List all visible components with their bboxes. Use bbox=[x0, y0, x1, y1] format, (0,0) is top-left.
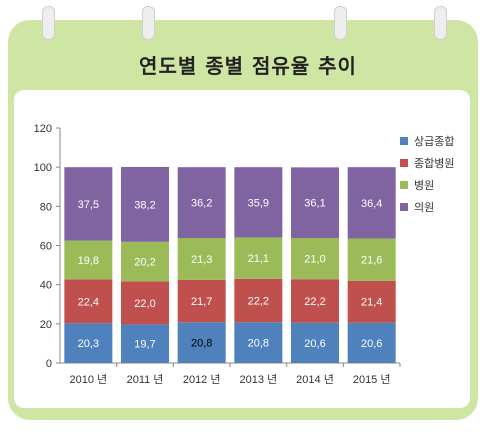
legend-swatch bbox=[400, 159, 408, 167]
data-label: 22,2 bbox=[304, 296, 325, 308]
data-label: 20,2 bbox=[134, 257, 155, 269]
y-tick-label: 120 bbox=[34, 123, 52, 135]
bar-segment-2 bbox=[291, 279, 339, 323]
bar-segment-3 bbox=[234, 237, 283, 279]
x-tick-label: 2014 년 bbox=[296, 373, 334, 386]
binder-tab bbox=[434, 6, 447, 40]
bar-segment-2 bbox=[234, 278, 283, 323]
data-label: 21,6 bbox=[361, 255, 382, 267]
bar-segment-1 bbox=[347, 322, 396, 363]
data-label: 21,3 bbox=[191, 254, 212, 266]
data-label: 38,2 bbox=[134, 199, 155, 211]
bar-segment-4 bbox=[121, 166, 169, 242]
data-label: 36,2 bbox=[191, 198, 212, 210]
legend-label: 종합병원 bbox=[414, 157, 455, 170]
x-tick-label: 2013 년 bbox=[240, 373, 278, 386]
binder-tab bbox=[42, 6, 55, 40]
bar-segment-4 bbox=[291, 167, 339, 239]
data-label: 20,8 bbox=[191, 338, 212, 350]
bar-segment-1 bbox=[177, 322, 226, 363]
data-label: 35,9 bbox=[248, 197, 269, 209]
data-label: 22,0 bbox=[134, 298, 155, 310]
bar-segment-1 bbox=[121, 324, 169, 363]
data-label: 22,4 bbox=[78, 296, 99, 308]
y-tick-label: 100 bbox=[34, 162, 52, 174]
legend-label: 병원 bbox=[414, 179, 435, 192]
data-label: 19,8 bbox=[78, 255, 99, 267]
data-label: 22,2 bbox=[248, 296, 269, 308]
bar-segment-3 bbox=[291, 238, 339, 280]
legend-item: 종합병원 bbox=[400, 152, 454, 174]
bar-segment-2 bbox=[121, 281, 169, 325]
bar-segment-3 bbox=[64, 240, 113, 280]
bar-segment-3 bbox=[121, 241, 169, 282]
bar-segment-4 bbox=[64, 167, 113, 241]
bar-segment-1 bbox=[64, 323, 113, 363]
data-label: 19,7 bbox=[134, 339, 155, 351]
x-tick-label: 2010 년 bbox=[70, 373, 108, 386]
bar-segment-3 bbox=[347, 238, 396, 281]
bar-segment-4 bbox=[177, 167, 226, 239]
bar-segment-3 bbox=[177, 238, 226, 280]
x-tick-label: 2011 년 bbox=[127, 373, 164, 386]
legend-swatch bbox=[400, 137, 408, 145]
legend-item: 상급종합 bbox=[400, 130, 454, 152]
legend-label: 의원 bbox=[414, 201, 435, 214]
bar-segment-1 bbox=[234, 322, 283, 363]
data-label: 36,1 bbox=[304, 198, 325, 210]
data-label: 37,5 bbox=[78, 199, 99, 211]
legend-swatch bbox=[400, 181, 408, 189]
legend-label: 상급종합 bbox=[414, 135, 455, 148]
data-label: 21,1 bbox=[248, 253, 269, 265]
legend-item: 의원 bbox=[400, 196, 454, 218]
data-label: 21,7 bbox=[191, 296, 212, 308]
binder-tab bbox=[142, 6, 155, 40]
y-tick-label: 60 bbox=[40, 241, 52, 253]
y-tick-label: 0 bbox=[46, 358, 52, 370]
data-label: 21,0 bbox=[304, 254, 325, 266]
bar-segment-1 bbox=[291, 322, 339, 363]
legend-item: 병원 bbox=[400, 174, 454, 196]
data-label: 20,6 bbox=[304, 338, 325, 350]
bar-segment-2 bbox=[347, 280, 396, 323]
y-tick-label: 80 bbox=[40, 201, 52, 213]
bar-segment-4 bbox=[234, 167, 283, 238]
data-label: 20,8 bbox=[248, 338, 269, 350]
bar-segment-2 bbox=[64, 279, 113, 324]
data-label: 20,6 bbox=[361, 338, 382, 350]
data-label: 21,4 bbox=[361, 297, 382, 309]
x-tick-label: 2012 년 bbox=[183, 373, 221, 386]
binder-tab bbox=[334, 6, 347, 40]
y-tick-label: 40 bbox=[40, 280, 52, 292]
legend-swatch bbox=[400, 203, 408, 211]
bar-segment-2 bbox=[177, 279, 226, 323]
y-tick-label: 20 bbox=[40, 319, 52, 331]
data-label: 20,3 bbox=[78, 338, 99, 350]
data-label: 36,4 bbox=[361, 198, 382, 210]
chart-title: 연도별 종별 점유율 추이 bbox=[139, 54, 357, 78]
bar-segment-4 bbox=[347, 167, 396, 239]
x-tick-label: 2015 년 bbox=[353, 373, 391, 386]
